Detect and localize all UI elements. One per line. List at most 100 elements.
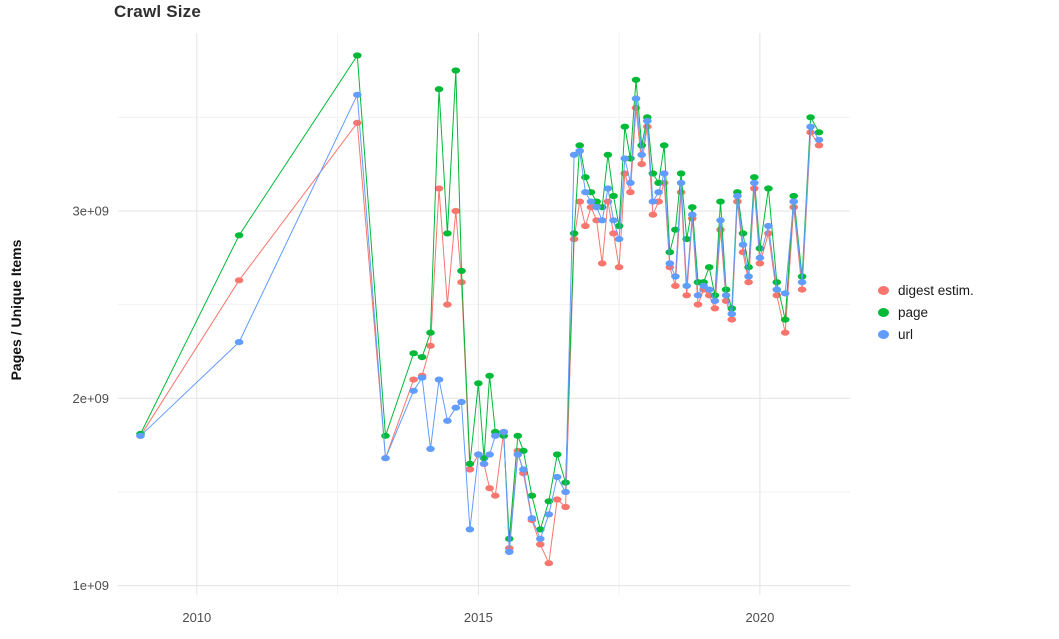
data-point-url	[727, 310, 737, 318]
data-point-page	[234, 232, 244, 239]
legend: digest estim. page url	[878, 283, 974, 342]
data-point-url	[721, 292, 731, 299]
data-point-url	[417, 374, 427, 381]
data-point-url	[704, 286, 714, 293]
data-point-url	[637, 151, 646, 158]
data-point-page	[443, 230, 452, 237]
data-point-page	[750, 174, 759, 181]
data-point-page	[631, 76, 641, 83]
data-point-page	[417, 354, 427, 361]
data-point-url	[780, 290, 790, 297]
data-point-url	[688, 211, 697, 218]
data-point-page	[764, 185, 773, 192]
legend-label: digest estim.	[898, 283, 974, 298]
data-point-page	[581, 174, 590, 181]
data-point-page	[814, 129, 824, 136]
data-point-page	[426, 329, 435, 336]
data-point-url	[631, 95, 641, 102]
data-point-url	[544, 511, 554, 518]
data-point-url	[693, 292, 703, 299]
data-point-page	[648, 170, 658, 177]
data-point-url	[519, 466, 528, 473]
data-point-url	[561, 488, 570, 496]
data-point-url	[597, 217, 607, 224]
data-point-url	[620, 155, 630, 162]
data-point-digest	[671, 282, 680, 289]
data-point-url	[716, 217, 725, 224]
x-tick-label: 2010	[182, 610, 211, 625]
data-point-page	[519, 447, 528, 454]
x-tick-label: 2015	[464, 610, 493, 625]
data-point-digest	[716, 226, 725, 233]
data-point-url	[491, 432, 500, 439]
data-point-digest	[597, 260, 607, 267]
data-point-digest	[609, 230, 618, 237]
data-point-digest	[755, 260, 765, 267]
data-point-page	[434, 86, 444, 93]
legend-item-page: page	[878, 305, 974, 320]
data-point-page	[614, 222, 624, 230]
data-point-digest	[575, 198, 584, 205]
data-point-digest	[738, 249, 748, 256]
data-point-url	[676, 179, 686, 186]
data-point-page	[676, 170, 686, 177]
data-point-page	[659, 142, 669, 149]
data-point-page	[569, 230, 579, 237]
data-point-page	[637, 142, 646, 149]
data-point-page	[620, 123, 630, 130]
data-point-digest	[626, 189, 635, 196]
data-point-digest	[451, 207, 461, 215]
data-point-url	[744, 273, 753, 280]
data-point-url	[806, 123, 815, 130]
data-point-url	[353, 91, 362, 98]
data-point-digest	[648, 211, 658, 218]
data-point-page	[671, 226, 680, 233]
plot-area: 2010 2015 2020 1e+09 2e+09 3e+09	[72, 33, 850, 625]
data-point-url	[485, 451, 494, 458]
data-point-url	[671, 273, 680, 280]
data-point-url	[457, 398, 466, 406]
data-point-url	[682, 282, 691, 289]
data-point-page	[485, 372, 494, 379]
data-point-url	[569, 151, 579, 158]
data-point-page	[505, 535, 514, 542]
data-point-url	[733, 192, 742, 200]
data-point-page	[536, 526, 545, 533]
data-point-url	[527, 515, 537, 522]
data-point-url	[499, 428, 509, 436]
series-line-url	[140, 94, 820, 553]
data-point-digest	[693, 301, 703, 308]
data-point-page	[603, 151, 613, 158]
data-point-page	[552, 451, 562, 458]
legend-dot-icon	[878, 308, 889, 317]
data-point-url	[699, 282, 708, 289]
data-point-digest	[409, 376, 418, 383]
data-point-page	[688, 204, 697, 211]
legend-label: page	[898, 305, 929, 320]
y-tick-label: 3e+09	[72, 203, 109, 218]
data-point-digest	[727, 316, 737, 323]
data-point-digest	[797, 286, 807, 293]
chart-title: Crawl Size	[114, 2, 202, 21]
data-point-page	[772, 279, 782, 286]
y-tick-label: 2e+09	[72, 391, 109, 406]
legend-label: url	[898, 327, 914, 342]
legend-dot-icon	[878, 286, 889, 295]
data-point-url	[659, 170, 669, 177]
data-point-page	[738, 230, 748, 237]
y-tick-label: 1e+09	[72, 578, 109, 593]
data-point-digest	[814, 142, 824, 149]
data-point-url	[479, 460, 489, 467]
data-point-page	[780, 316, 790, 323]
data-point-digest	[536, 541, 545, 548]
data-point-url	[536, 535, 545, 542]
data-point-url	[465, 526, 475, 533]
data-point-url	[643, 117, 652, 125]
data-point-url	[710, 297, 720, 304]
data-point-url	[772, 286, 782, 293]
series-line-page	[140, 55, 820, 540]
data-point-page	[609, 192, 618, 200]
data-point-digest	[789, 204, 798, 211]
data-point-url	[434, 376, 444, 383]
data-point-page	[457, 267, 466, 274]
